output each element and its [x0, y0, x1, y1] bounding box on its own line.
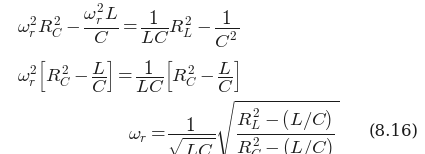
Text: $\omega_r^2 \left[ R_C^2 - \dfrac{L}{C} \right] = \dfrac{1}{LC} \left[ R_C^2 - \: $\omega_r^2 \left[ R_C^2 - \dfrac{L}{C} … [17, 59, 239, 95]
Text: (8.16): (8.16) [368, 122, 419, 139]
Text: $\omega_r = \dfrac{1}{\sqrt{LC}} \sqrt{\dfrac{R_L^2 - (L/C)}{R_C^2 - (L/C)}}$: $\omega_r = \dfrac{1}{\sqrt{LC}} \sqrt{\… [128, 99, 339, 154]
Text: $\omega_r^2 R_C^2 - \dfrac{\omega_r^2 L}{C} = \dfrac{1}{LC} R_L^2 - \dfrac{1}{C^: $\omega_r^2 R_C^2 - \dfrac{\omega_r^2 L}… [17, 2, 240, 51]
